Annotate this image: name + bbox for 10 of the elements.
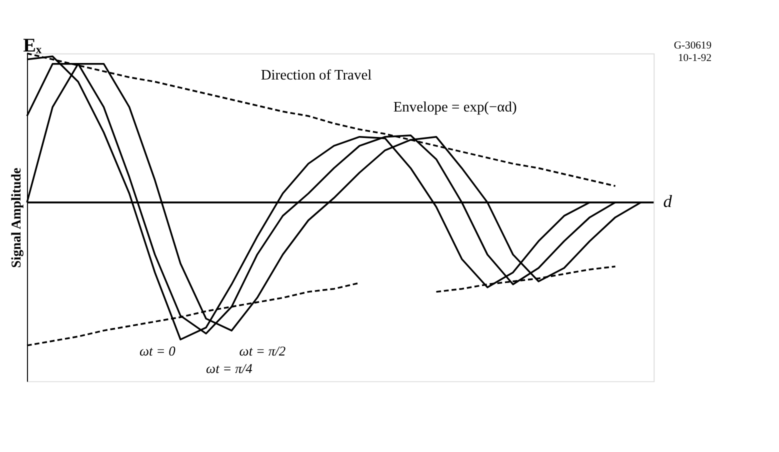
annotation: Envelope = exp(−αd): [393, 99, 517, 116]
series-label: ωt = π/2: [239, 343, 286, 358]
annotation: Eₓ: [23, 35, 42, 56]
text: G-30619: [674, 40, 712, 52]
annotation: Direction of Travel: [260, 67, 372, 84]
series-label: ωt = π/4: [206, 361, 253, 376]
text: 10-1-92: [678, 53, 712, 64]
x-axis-title: d: [663, 192, 672, 212]
series-label: ωt = 0: [139, 343, 176, 358]
y-axis-title: Signal Amplitude: [8, 168, 24, 268]
